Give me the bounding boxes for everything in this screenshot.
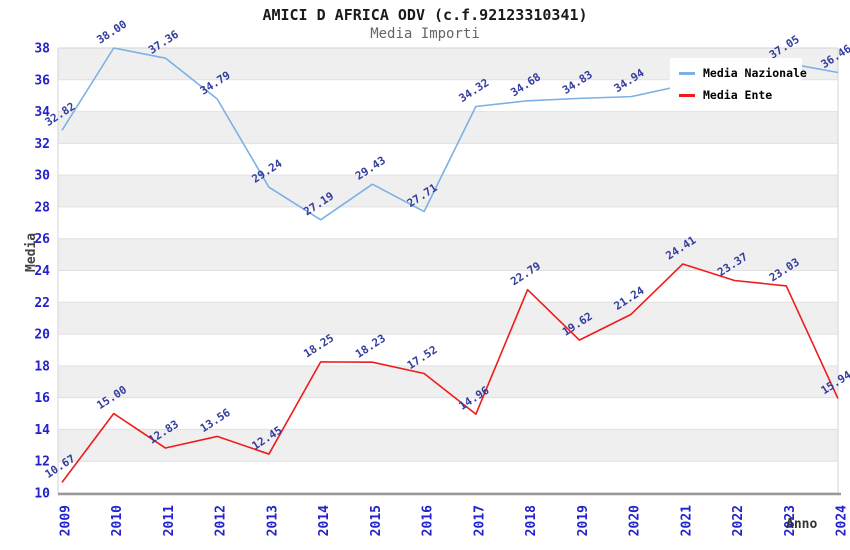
plot-band [58,175,838,207]
x-tick-label: 2016 [421,505,436,536]
x-tick-label: 2017 [472,505,487,536]
x-tick-label: 2009 [59,505,74,536]
y-tick-label: 26 [34,232,50,247]
x-tick-label: 2022 [731,505,746,536]
data-label: 38.00 [94,18,129,47]
legend-line-sample-icon [679,93,695,97]
x-tick-label: 2010 [110,505,125,536]
y-axis-title: Media [24,232,39,272]
chart-subtitle: Media Importi [370,26,480,42]
x-tick-label: 2020 [628,505,643,536]
plot-band [58,302,838,335]
y-tick-label: 14 [34,423,50,438]
legend-label-media-ente: Media Ente [703,88,773,102]
y-tick-label: 32 [34,137,50,152]
y-tick-label: 22 [34,296,50,311]
y-tick-label: 10 [34,487,50,502]
y-tick-label: 18 [34,359,50,374]
y-tick-label: 28 [34,200,50,215]
x-tick-label: 2012 [214,505,229,536]
x-tick-label: 2014 [317,505,332,536]
data-label: 18.25 [301,331,336,360]
y-tick-label: 16 [34,391,50,406]
chart-title: AMICI D AFRICA ODV (c.f.92123310341) [262,6,588,24]
y-tick-label: 20 [34,328,50,343]
x-tick-label: 2018 [524,505,539,536]
x-tick-label: 2024 [835,505,850,536]
plot-band [58,429,838,462]
x-tick-label: 2013 [265,505,280,536]
y-tick-label: 30 [34,169,50,184]
x-tick-label: 2015 [369,505,384,536]
legend-label-media-nazionale: Media Nazionale [703,66,807,80]
plot-band [58,238,838,271]
y-tick-label: 36 [34,73,50,88]
legend-line-sample-icon [679,71,695,75]
y-tick-label: 12 [34,455,50,470]
series-line-media-ente [61,263,839,483]
data-label: 18.23 [353,332,388,361]
x-tick-label: 2019 [576,505,591,536]
legend-item-media-ente: Media Ente [679,88,802,102]
y-tick-label: 38 [34,42,50,57]
x-tick-label: 2021 [679,505,694,536]
legend: Media Nazionale Media Ente [670,58,807,106]
y-tick-label: 24 [34,264,50,279]
y-tick-label: 34 [34,105,50,120]
data-label: 34.32 [457,76,492,105]
legend-item-media-nazionale: Media Nazionale [679,66,807,80]
plot-band [58,111,838,144]
x-axis-title: Anno [786,517,818,532]
x-tick-label: 2011 [162,505,177,536]
x-tick-label: 2023 [783,505,798,536]
